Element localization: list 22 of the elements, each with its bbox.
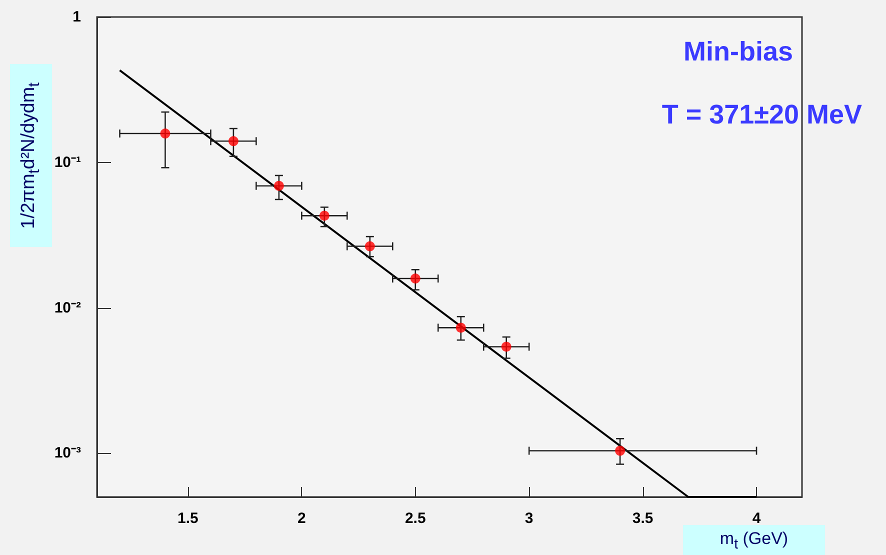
- point: [228, 136, 238, 146]
- point: [274, 180, 284, 191]
- y-tick-label: 1: [72, 8, 81, 26]
- point: [410, 274, 420, 284]
- point: [319, 210, 330, 221]
- point: [364, 241, 375, 252]
- y-tick-label: 10⁻¹: [54, 154, 81, 171]
- x-axis-title: m$_{t}$ (GeV): [720, 529, 788, 552]
- y-tick-label: 10⁻²: [54, 299, 81, 316]
- x-tick-label: 4: [752, 510, 762, 527]
- point: [615, 446, 626, 456]
- x-tick-label: 3: [524, 510, 534, 527]
- annotation: Min-bias: [683, 36, 794, 66]
- x-tick-label: 1.5: [178, 510, 198, 527]
- y-tick-label: 10⁻³: [54, 444, 81, 462]
- x-tick-label: 2: [298, 510, 306, 527]
- x-tick-label: 2.5: [404, 510, 426, 527]
- annotation: T = 371±20 MeV: [662, 100, 862, 130]
- x-tick-label: 3.5: [632, 510, 654, 527]
- point: [456, 322, 466, 333]
- point: [160, 128, 170, 139]
- point: [501, 342, 512, 352]
